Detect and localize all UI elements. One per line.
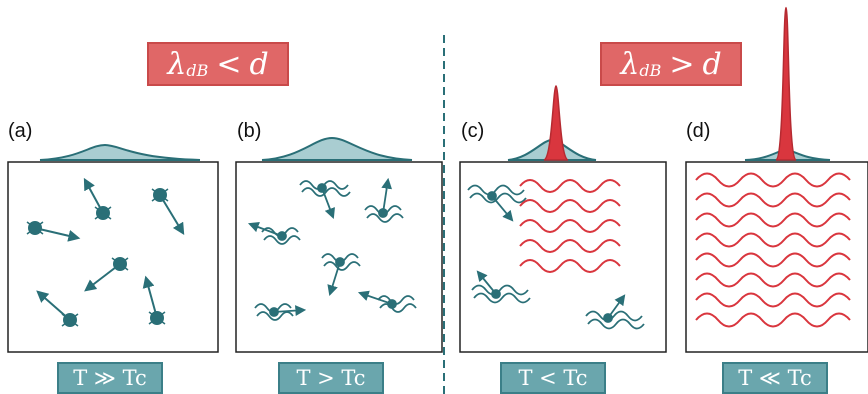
regime-box-quantum: λ dB > d: [600, 42, 742, 86]
regime-relation: <: [216, 46, 242, 82]
condensate-wave: [695, 272, 851, 288]
regime-subscript: dB: [186, 60, 209, 80]
regime-box-classical: λ dB < d: [147, 42, 289, 86]
condensate-wave: [519, 199, 621, 213]
panel-c-condensate-waves: [519, 179, 621, 273]
panel-d-condensate-waves: [695, 172, 851, 328]
panel-label-d: (d): [686, 120, 711, 142]
wavepacket: [471, 270, 531, 304]
condensate-wave: [519, 239, 621, 253]
condensate-wave: [695, 192, 851, 208]
condensate-wave: [519, 259, 621, 273]
panel-label-a: (a): [8, 120, 33, 142]
condensate-wave: [695, 172, 851, 188]
wavepacket: [321, 253, 361, 297]
panel-label-c: (c): [461, 120, 485, 142]
condensate-wave: [695, 252, 851, 268]
particle: [151, 188, 185, 236]
panel-box-d: [685, 161, 868, 353]
panel-label-b: (b): [237, 120, 262, 142]
panel-b-wavepackets: [247, 177, 417, 321]
condensate-peak-c: [543, 85, 569, 161]
condensate-wave: [519, 219, 621, 233]
regime-variable: d: [249, 46, 269, 82]
regime-relation: >: [669, 46, 695, 82]
wavepacket: [357, 290, 417, 313]
condensate-wave: [695, 312, 851, 328]
condensate-peak-d: [775, 6, 797, 161]
temperature-label-b: T > Tc: [278, 362, 384, 394]
regime-variable: d: [702, 46, 722, 82]
distribution-curve-b: [261, 136, 413, 161]
regime-symbol: λ: [620, 46, 640, 82]
wavepacket: [254, 303, 307, 321]
panel-box-b: [235, 161, 443, 353]
regime-subscript: dB: [639, 60, 662, 80]
temperature-label-d: T ≪ Tc: [722, 362, 828, 394]
condensate-wave: [695, 292, 851, 308]
condensate-wave: [695, 212, 851, 228]
condensate-wave: [695, 232, 851, 248]
temperature-label-c: T < Tc: [500, 362, 606, 394]
particle: [84, 257, 129, 292]
wavepacket: [247, 221, 301, 245]
wavepacket: [467, 184, 527, 222]
particle: [142, 275, 166, 325]
regime-symbol: λ: [167, 46, 187, 82]
particle: [83, 177, 112, 220]
wavepacket: [299, 180, 351, 220]
panel-box-a: [7, 161, 219, 353]
wavepacket: [364, 177, 404, 223]
condensate-wave: [519, 179, 621, 193]
distribution-curve-a: [39, 143, 201, 161]
panel-c-wavepackets: [467, 184, 645, 330]
particle: [26, 221, 81, 242]
particle: [36, 290, 79, 327]
temperature-label-a: T ≫ Tc: [57, 362, 163, 394]
wavepacket: [585, 294, 645, 330]
panel-box-c: [459, 161, 667, 353]
panel-a-particles: [26, 177, 185, 327]
